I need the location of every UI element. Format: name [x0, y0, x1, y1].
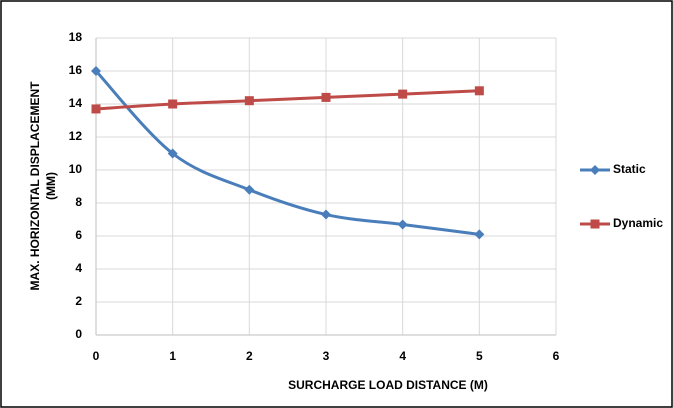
- marker: [244, 184, 255, 195]
- y-tick-label: 12: [69, 129, 83, 143]
- y-tick-label: 14: [69, 96, 83, 110]
- x-axis-label: SURCHARGE LOAD DISTANCE (M): [288, 378, 488, 392]
- x-tick-label: 1: [169, 349, 176, 363]
- marker: [474, 86, 484, 96]
- y-tick-label: 4: [75, 261, 82, 275]
- marker: [474, 229, 485, 240]
- y-axis-label: (MM): [44, 172, 58, 200]
- marker: [167, 148, 178, 159]
- y-tick-label: 16: [69, 63, 83, 77]
- y-tick-label: 18: [69, 30, 83, 44]
- marker: [398, 89, 408, 99]
- marker: [397, 219, 408, 230]
- y-tick-label: 2: [75, 294, 82, 308]
- y-tick-label: 6: [75, 228, 82, 242]
- x-tick-label: 6: [553, 349, 560, 363]
- marker: [91, 66, 101, 76]
- x-tick-label: 2: [246, 349, 253, 363]
- y-tick-label: 8: [75, 195, 82, 209]
- legend-label: Dynamic: [613, 216, 663, 230]
- y-tick-label: 0: [75, 327, 82, 341]
- legend-marker: [590, 165, 600, 175]
- marker: [321, 92, 331, 102]
- marker: [321, 209, 331, 220]
- marker: [244, 96, 254, 106]
- x-tick-label: 5: [476, 349, 483, 363]
- x-tick-label: 0: [93, 349, 100, 363]
- x-tick-label: 3: [323, 349, 330, 363]
- marker: [168, 99, 178, 109]
- y-axis-label: MAX. HORIZONTAL DISPLACEMENT: [28, 81, 42, 291]
- legend-label: Static: [613, 162, 646, 176]
- y-tick-label: 10: [69, 162, 83, 176]
- marker: [91, 104, 101, 114]
- series-line: [95, 89, 480, 111]
- x-tick-label: 4: [399, 349, 406, 363]
- legend-marker: [590, 219, 600, 229]
